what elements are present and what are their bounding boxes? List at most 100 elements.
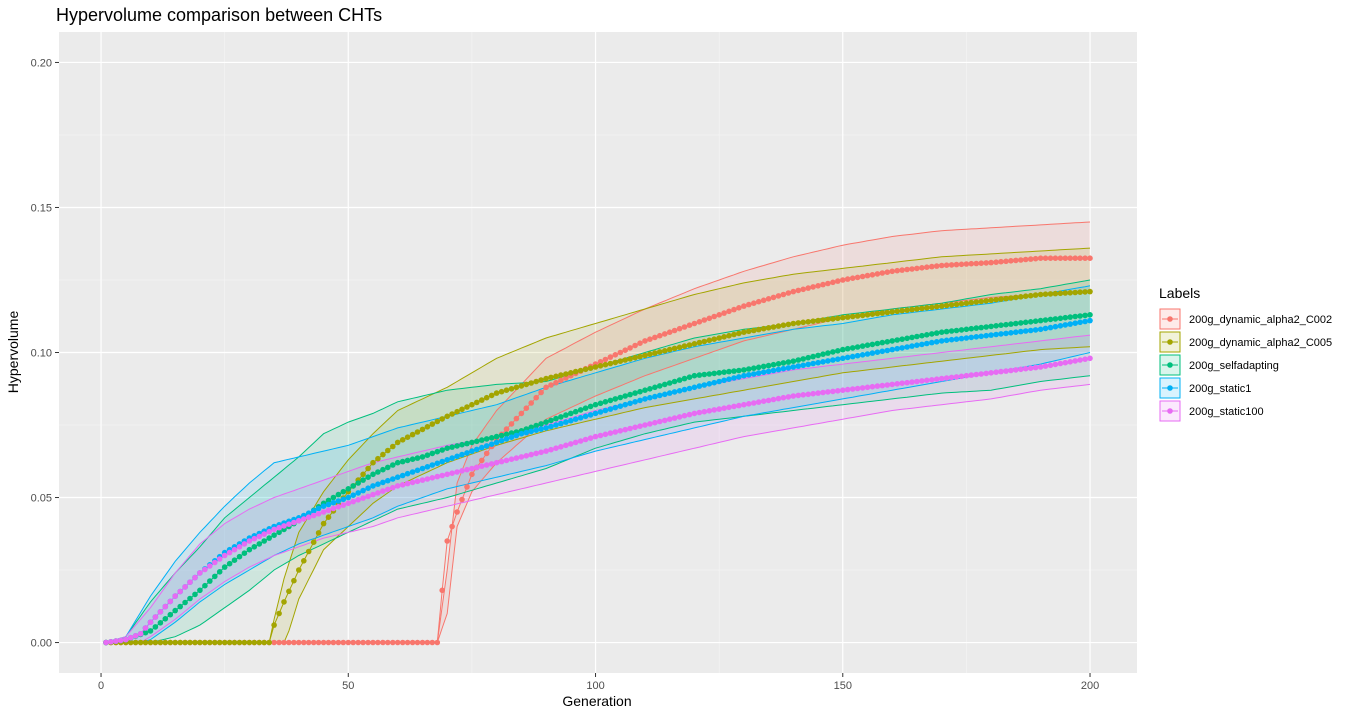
legend-item-200g_dynamic_alpha2_C005: 200g_dynamic_alpha2_C005: [1159, 331, 1332, 353]
point-200g_dynamic_alpha2_C002: [840, 277, 846, 283]
point-200g_selfadapting: [706, 371, 713, 377]
point-200g_static1: [671, 389, 678, 395]
point-200g_selfadapting: [825, 350, 831, 356]
point-200g_static100: [528, 451, 534, 458]
point-200g_static1: [953, 336, 960, 343]
point-200g_static100: [933, 376, 940, 383]
point-200g_selfadapting: [459, 441, 465, 448]
point-200g_static1: [929, 339, 935, 346]
point-200g_dynamic_alpha2_C002: [795, 287, 802, 294]
point-200g_static100: [1052, 361, 1059, 368]
point-200g_selfadapting: [602, 399, 609, 405]
point-200g_selfadapting: [978, 324, 984, 331]
point-200g_static100: [721, 405, 727, 412]
legend-item-200g_dynamic_alpha2_C002: 200g_dynamic_alpha2_C002: [1159, 308, 1332, 330]
point-200g_dynamic_alpha2_C002: [1032, 255, 1039, 262]
point-200g_dynamic_alpha2_C002: [1082, 255, 1088, 261]
point-200g_selfadapting: [780, 360, 787, 366]
point-200g_dynamic_alpha2_C005: [607, 360, 614, 367]
point-200g_selfadapting: [414, 455, 421, 461]
point-200g_static100: [909, 379, 915, 385]
point-200g_static100: [612, 429, 619, 435]
point-200g_dynamic_alpha2_C005: [909, 306, 915, 313]
point-200g_static100: [790, 393, 797, 399]
point-200g_dynamic_alpha2_C005: [469, 401, 475, 408]
point-200g_dynamic_alpha2_C005: [924, 305, 930, 311]
point-200g_static100: [424, 476, 431, 482]
point-200g_static1: [859, 352, 866, 358]
point-200g_static100: [350, 498, 357, 505]
y-tick-label: 0.15: [31, 202, 52, 214]
point-200g_dynamic_alpha2_C005: [518, 383, 525, 389]
point-200g_selfadapting: [375, 469, 381, 475]
point-200g_static1: [795, 363, 802, 369]
point-200g_static100: [736, 402, 742, 409]
point-200g_dynamic_alpha2_C002: [617, 349, 624, 356]
point-200g_static1: [691, 384, 698, 391]
point-200g_static100: [637, 423, 643, 430]
point-200g_dynamic_alpha2_C005: [706, 337, 713, 344]
point-200g_dynamic_alpha2_C002: [597, 359, 604, 365]
point-200g_dynamic_alpha2_C005: [765, 325, 772, 331]
point-200g_static1: [894, 345, 900, 352]
point-200g_dynamic_alpha2_C002: [429, 639, 436, 646]
point-200g_dynamic_alpha2_C002: [815, 283, 821, 289]
point-200g_selfadapting: [1057, 315, 1064, 322]
point-200g_static1: [548, 423, 554, 430]
point-200g_static1: [469, 448, 475, 454]
point-200g_selfadapting: [261, 538, 268, 544]
point-200g_static1: [909, 343, 915, 349]
point-200g_static100: [113, 638, 119, 644]
point-200g_dynamic_alpha2_C005: [879, 310, 886, 316]
point-200g_selfadapting: [652, 384, 658, 391]
point-200g_dynamic_alpha2_C005: [1057, 290, 1064, 297]
point-200g_dynamic_alpha2_C005: [459, 406, 465, 413]
point-200g_selfadapting: [894, 337, 900, 343]
point-200g_dynamic_alpha2_C002: [632, 342, 638, 349]
point-200g_static100: [993, 369, 999, 376]
point-200g_static100: [301, 516, 307, 522]
point-200g_selfadapting: [335, 491, 342, 498]
point-200g_selfadapting: [152, 624, 159, 630]
point-200g_dynamic_alpha2_C005: [538, 377, 544, 383]
point-200g_selfadapting: [221, 564, 228, 570]
point-200g_selfadapting: [627, 391, 633, 398]
legend-label: 200g_static100: [1189, 406, 1264, 418]
point-200g_selfadapting: [498, 432, 505, 439]
point-200g_static1: [429, 462, 436, 468]
point-200g_dynamic_alpha2_C002: [938, 262, 945, 269]
point-200g_dynamic_alpha2_C002: [508, 421, 515, 427]
point-200g_dynamic_alpha2_C002: [1027, 256, 1034, 262]
point-200g_selfadapting: [929, 331, 935, 337]
point-200g_dynamic_alpha2_C005: [286, 588, 292, 595]
point-200g_dynamic_alpha2_C002: [340, 639, 347, 646]
point-200g_selfadapting: [469, 439, 475, 446]
point-200g_dynamic_alpha2_C002: [503, 426, 510, 432]
point-200g_static1: [587, 412, 594, 418]
point-200g_static100: [375, 490, 381, 496]
point-200g_dynamic_alpha2_C002: [696, 319, 703, 325]
point-200g_selfadapting: [1003, 321, 1009, 328]
point-200g_static100: [1032, 364, 1039, 371]
point-200g_dynamic_alpha2_C002: [627, 345, 633, 351]
point-200g_selfadapting: [172, 607, 178, 614]
point-200g_static100: [558, 444, 564, 450]
point-200g_selfadapting: [1008, 321, 1014, 327]
point-200g_dynamic_alpha2_C005: [592, 364, 599, 370]
point-200g_dynamic_alpha2_C005: [479, 397, 485, 403]
point-200g_dynamic_alpha2_C002: [310, 639, 317, 646]
point-200g_dynamic_alpha2_C002: [1067, 255, 1073, 261]
point-200g_static100: [216, 556, 223, 562]
point-200g_dynamic_alpha2_C005: [370, 459, 376, 466]
point-200g_dynamic_alpha2_C002: [1087, 255, 1093, 261]
point-200g_selfadapting: [488, 435, 495, 441]
point-200g_selfadapting: [617, 394, 624, 401]
point-200g_static1: [751, 371, 757, 377]
point-200g_static1: [380, 479, 386, 486]
point-200g_static1: [365, 485, 371, 492]
point-200g_static1: [933, 339, 940, 345]
point-200g_dynamic_alpha2_C002: [874, 271, 881, 277]
point-200g_dynamic_alpha2_C005: [390, 443, 396, 450]
point-200g_dynamic_alpha2_C002: [350, 639, 357, 646]
